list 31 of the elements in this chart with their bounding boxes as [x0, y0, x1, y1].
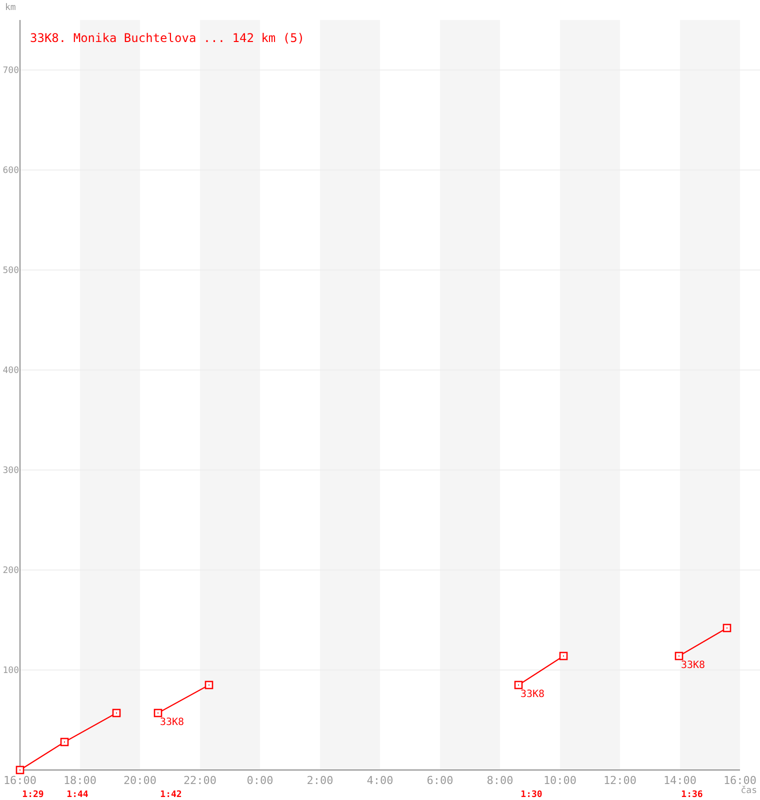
- x-tick-label: 0:00: [246, 774, 274, 787]
- y-tick-label: 300: [2, 466, 19, 476]
- text: 1:36: [681, 790, 703, 800]
- x-tick-label: 16:00: [723, 774, 757, 787]
- text: 1:44: [66, 790, 89, 800]
- x-tick-label: 6:00: [426, 774, 454, 787]
- x-tick-label: 4:00: [366, 774, 394, 787]
- y-tick-label: 400: [2, 366, 19, 376]
- x-tick-label: 2:00: [306, 774, 334, 787]
- x-tick-label: 14:00: [663, 774, 697, 787]
- x-axis-title: čas: [740, 785, 757, 796]
- y-tick-label: 100: [2, 666, 19, 676]
- text: 33K8. Monika Buchtelova ... 142 km (5): [30, 31, 305, 45]
- text: 1:29: [22, 790, 44, 800]
- x-tick-label: 8:00: [486, 774, 514, 787]
- x-tick-label: 16:00: [3, 774, 37, 787]
- y-tick-label: 600: [2, 166, 19, 176]
- annotation: 33K8: [160, 717, 184, 728]
- x-tick-label: 20:00: [123, 774, 157, 787]
- x-tick-label: 12:00: [603, 774, 637, 787]
- x-tick-label: 18:00: [63, 774, 97, 787]
- y-axis-title: km: [5, 3, 16, 13]
- annotation: 33K8: [520, 689, 545, 700]
- annotation: 33K8: [681, 660, 706, 671]
- y-tick-label: 200: [2, 566, 19, 576]
- text: 1:30: [520, 790, 542, 800]
- x-tick-label: 10:00: [543, 774, 577, 787]
- y-tick-label: 500: [2, 266, 19, 276]
- y-tick-label: 700: [2, 66, 19, 76]
- text: 1:42: [160, 790, 182, 800]
- x-tick-label: 22:00: [183, 774, 217, 787]
